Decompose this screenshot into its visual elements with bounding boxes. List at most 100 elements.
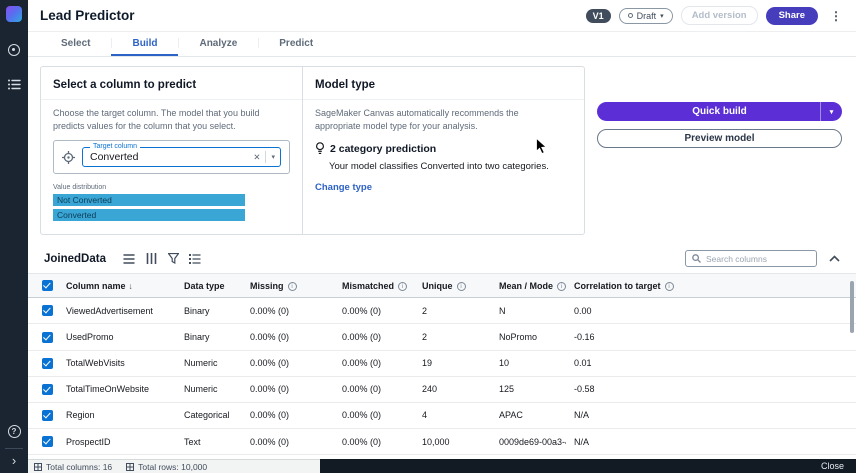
dataset-totals: Total columns: 16 Total rows: 10,000 xyxy=(28,459,320,473)
cell-correlation: 0.01 xyxy=(566,350,856,377)
table-row[interactable]: Region Categorical 0.00% (0) 0.00% (0) 4… xyxy=(28,402,856,429)
sagemaker-canvas-logo-icon xyxy=(6,6,22,22)
target-panel-title: Select a column to predict xyxy=(53,79,197,91)
cell-mean-mode: NoPromo xyxy=(491,323,566,351)
filter-icon[interactable] xyxy=(164,251,182,267)
table-row[interactable]: PageViewsPerVisit Numeric 0.00% (0) 0.00… xyxy=(28,454,856,459)
sort-desc-icon: ↓ xyxy=(128,280,133,291)
cell-unique: 10,000 xyxy=(414,454,491,459)
tab-bar: Select Build Analyze Predict xyxy=(28,32,856,57)
sidebar-expand-icon[interactable]: › xyxy=(11,453,17,468)
version-badge: V1 xyxy=(585,8,611,23)
cell-mean-mode: N xyxy=(491,297,566,325)
quick-build-button[interactable]: Quick build ▾ xyxy=(597,102,842,121)
model-panel-description: SageMaker Canvas automatically recommend… xyxy=(315,108,519,131)
tab-predict[interactable]: Predict xyxy=(258,32,334,56)
target-column-select[interactable]: Target column Converted ✕ ▾ xyxy=(82,143,281,168)
info-icon[interactable]: i xyxy=(398,281,408,291)
col-header-mismatched[interactable]: Mismatched i xyxy=(334,273,414,299)
row-checkbox[interactable] xyxy=(42,436,53,448)
cell-column-name: TotalTimeOnWebsite xyxy=(58,376,176,403)
cell-data-type: Binary xyxy=(176,323,242,351)
cell-data-type: Numeric xyxy=(176,454,242,459)
tab-build[interactable]: Build xyxy=(111,32,179,56)
cell-column-name: PageViewsPerVisit xyxy=(58,454,176,459)
share-button[interactable]: Share xyxy=(765,6,818,25)
clear-selection-icon[interactable]: ✕ xyxy=(253,151,261,162)
cell-unique: 2 xyxy=(414,297,491,325)
grid-view-icon[interactable] xyxy=(120,251,138,267)
collapse-panel-icon[interactable] xyxy=(829,255,840,262)
row-checkbox[interactable] xyxy=(42,331,53,343)
config-card: Select a column to predict Choose the ta… xyxy=(40,66,585,236)
column-view-icon[interactable] xyxy=(142,251,160,267)
value-distribution-chart: Not Converted Converted xyxy=(53,194,245,222)
cell-missing: 0.00% (0) xyxy=(242,428,334,456)
target-column-value: Converted xyxy=(90,151,139,164)
info-icon[interactable]: i xyxy=(456,281,466,291)
cell-mismatched: 0.00% (0) xyxy=(334,297,414,325)
status-label: Draft xyxy=(636,10,657,21)
cell-missing: 0.00% (0) xyxy=(242,376,334,403)
close-button[interactable]: Close xyxy=(820,461,844,471)
col-header-data-type[interactable]: Data type xyxy=(176,273,242,299)
cell-correlation: -0.01 xyxy=(566,454,856,459)
model-recommendation: 2 category prediction xyxy=(330,142,437,155)
col-header-mean-mode[interactable]: Mean / Mode i xyxy=(491,273,566,299)
datasets-list-icon[interactable] xyxy=(6,76,22,92)
info-icon[interactable]: i xyxy=(664,281,674,291)
home-icon[interactable] xyxy=(6,42,22,58)
col-header-correlation[interactable]: Correlation to target i xyxy=(566,273,856,299)
cell-unique: 10,000 xyxy=(414,428,491,456)
col-header-unique[interactable]: Unique i xyxy=(414,273,491,299)
vertical-scrollbar[interactable] xyxy=(850,281,854,334)
top-bar: Lead Predictor V1 Draft ▾ Add version Sh… xyxy=(28,0,856,32)
search-columns-box[interactable] xyxy=(685,250,817,268)
chevron-down-icon[interactable]: ▾ xyxy=(271,154,275,162)
table-row[interactable]: ViewedAdvertisement Binary 0.00% (0) 0.0… xyxy=(28,297,856,325)
list-view-icon[interactable] xyxy=(186,251,204,267)
col-header-column-name[interactable]: Column name ↓ xyxy=(58,273,176,299)
add-version-button[interactable]: Add version xyxy=(680,6,758,25)
help-icon[interactable]: ? xyxy=(7,425,21,438)
left-sidebar: ? › xyxy=(0,0,28,473)
info-icon[interactable]: i xyxy=(557,281,566,291)
top-bar-actions: V1 Draft ▾ Add version Share ⋮ xyxy=(585,6,846,25)
cell-mismatched: 0.00% (0) xyxy=(334,402,414,429)
preview-model-button[interactable]: Preview model xyxy=(597,129,842,148)
cell-mismatched: 0.00% (0) xyxy=(334,323,414,351)
row-checkbox[interactable] xyxy=(42,305,53,317)
table-row[interactable]: UsedPromo Binary 0.00% (0) 0.00% (0) 2 N… xyxy=(28,323,856,351)
change-type-link[interactable]: Change type xyxy=(315,182,373,194)
cell-column-name: TotalWebVisits xyxy=(58,350,176,377)
target-panel-description: Choose the target column. The model that… xyxy=(53,108,260,131)
table-row[interactable]: TotalTimeOnWebsite Numeric 0.00% (0) 0.0… xyxy=(28,376,856,403)
target-column-option[interactable]: Target column Converted ✕ ▾ xyxy=(53,140,290,175)
kebab-menu-icon[interactable]: ⋮ xyxy=(830,8,842,23)
page-title: Lead Predictor xyxy=(40,8,135,23)
search-icon xyxy=(692,254,701,264)
col-header-missing[interactable]: Missing i xyxy=(242,273,334,299)
cell-data-type: Categorical xyxy=(176,402,242,429)
table-row[interactable]: TotalWebVisits Numeric 0.00% (0) 0.00% (… xyxy=(28,350,856,377)
row-checkbox[interactable] xyxy=(42,357,53,369)
row-checkbox[interactable] xyxy=(42,409,53,421)
lightbulb-icon xyxy=(315,142,325,155)
cell-data-type: Binary xyxy=(176,297,242,325)
table-row[interactable]: ProspectID Text 0.00% (0) 0.00% (0) 10,0… xyxy=(28,428,856,456)
value-distribution-label: Value distribution xyxy=(53,184,107,192)
tab-select[interactable]: Select xyxy=(61,37,91,49)
grid-icon xyxy=(126,462,135,471)
quick-build-dropdown-icon[interactable]: ▾ xyxy=(820,102,842,121)
cell-mean-mode: 10 xyxy=(491,350,566,377)
cell-missing: 0.00% (0) xyxy=(242,350,334,377)
build-actions: Quick build ▾ Preview model xyxy=(597,66,842,235)
dataset-name: JoinedData xyxy=(44,252,106,265)
status-dropdown[interactable]: Draft ▾ xyxy=(618,7,673,24)
tab-analyze[interactable]: Analyze xyxy=(178,32,258,56)
info-icon[interactable]: i xyxy=(287,281,297,291)
row-checkbox[interactable] xyxy=(42,383,53,395)
search-columns-input[interactable] xyxy=(706,253,810,264)
cell-unique: 240 xyxy=(414,376,491,403)
select-all-checkbox[interactable] xyxy=(42,280,53,292)
